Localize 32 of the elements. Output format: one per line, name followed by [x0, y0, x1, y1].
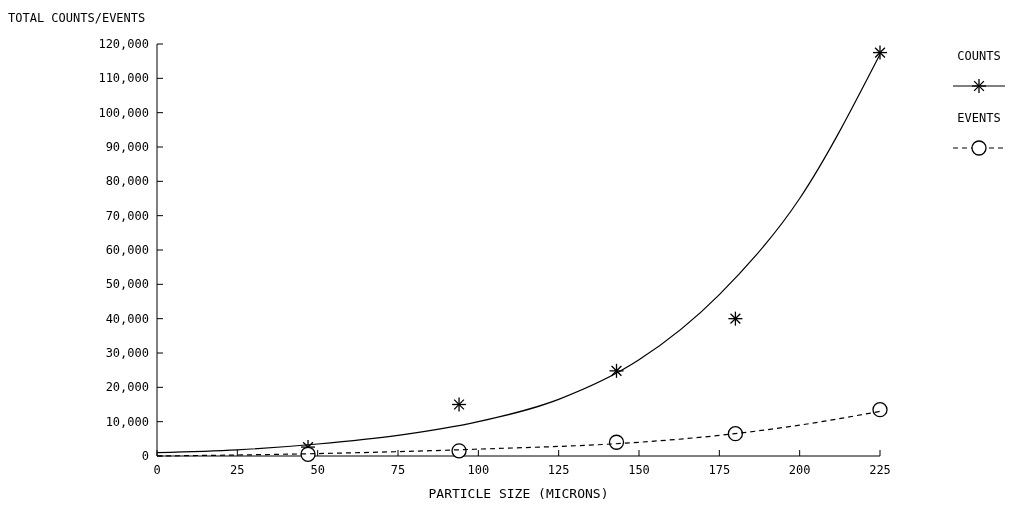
- point: [300, 446, 316, 462]
- x-tick-label: 75: [390, 463, 406, 477]
- point: [608, 434, 625, 450]
- text: COUNTS: [957, 49, 1001, 63]
- x-tick-label: 150: [628, 463, 650, 477]
- x-tick-label: 200: [788, 463, 811, 477]
- y-tick-label: 110,000: [98, 71, 149, 86]
- point: [451, 443, 467, 459]
- x-tick-label: 125: [547, 463, 570, 477]
- y-tick-label: 60,000: [105, 243, 149, 257]
- y-tick-label: 20,000: [105, 380, 149, 395]
- y-tick-label: 70,000: [105, 208, 149, 223]
- y-tick-label: 80,000: [105, 174, 149, 189]
- y-tick-label: 50,000: [105, 277, 149, 292]
- y-tick-label: 0: [141, 449, 149, 463]
- x-tick-label: 0: [153, 463, 161, 477]
- y-tick-label: 10,000: [105, 414, 149, 429]
- y-tick-label: 90,000: [105, 140, 149, 154]
- x-tick-label: 225: [869, 463, 891, 477]
- y-tick-label: 100,000: [98, 105, 149, 120]
- y-axis-title: TOTAL COUNTS/EVENTS: [8, 11, 146, 25]
- x-tick-label: 25: [230, 463, 245, 477]
- x-axis-title: PARTICLE SIZE (MICRONS): [428, 486, 609, 501]
- text: EVENTS: [957, 111, 1001, 125]
- y-tick-label: 120,000: [98, 37, 149, 51]
- x-tick-label: 175: [708, 463, 731, 477]
- y-tick-label: 30,000: [105, 346, 149, 360]
- x-tick-label: 50: [310, 463, 325, 477]
- x-tick-label: 100: [467, 463, 490, 477]
- y-tick-label: 40,000: [105, 311, 149, 326]
- point: [872, 402, 888, 418]
- point: [727, 426, 744, 442]
